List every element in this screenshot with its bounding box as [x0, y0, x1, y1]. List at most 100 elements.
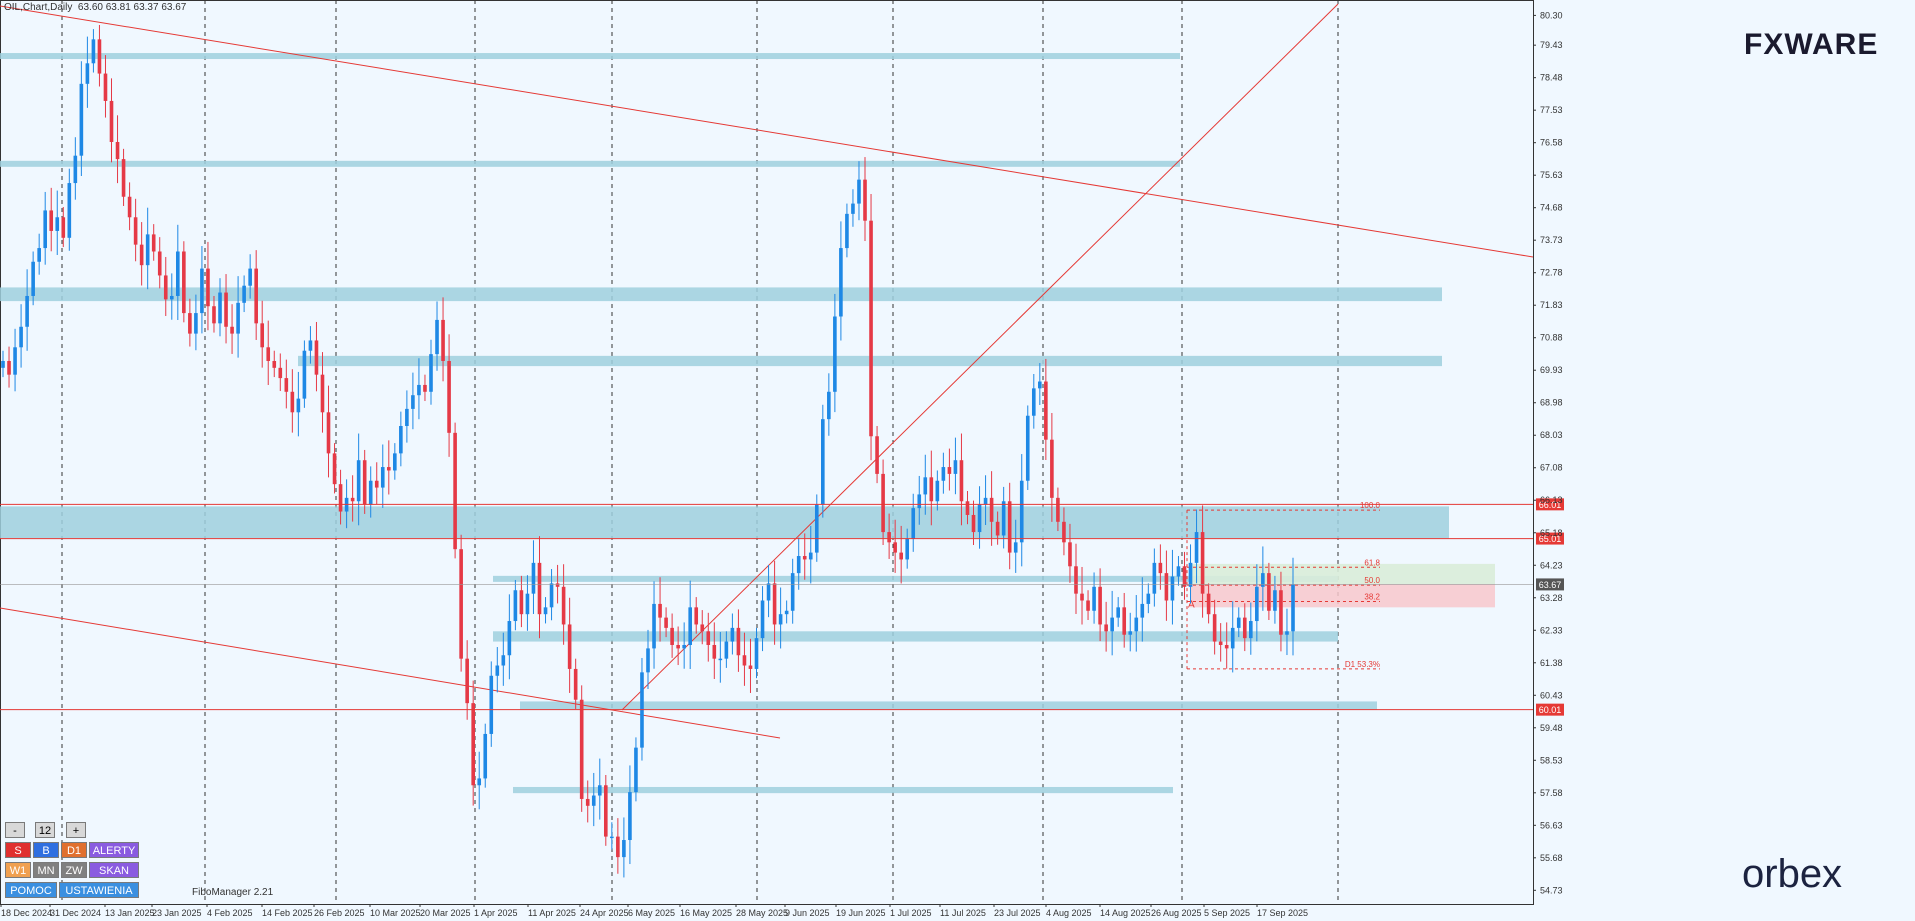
- toolbar-button-ustawienia[interactable]: USTAWIENIA: [59, 882, 139, 898]
- candle-body: [983, 497, 988, 505]
- candle-body: [1134, 617, 1139, 632]
- candle-body: [1206, 593, 1211, 615]
- candle-body: [1188, 562, 1193, 587]
- fib-level-label: 61.8: [1364, 558, 1380, 567]
- toolbar-button-zw[interactable]: ZW: [61, 862, 87, 878]
- zone-band: [513, 786, 1173, 794]
- candle-body: [350, 497, 355, 502]
- x-tick-label: 11 Jul 2025: [940, 908, 986, 918]
- candle-body: [1261, 573, 1265, 587]
- toolbar-button-alerty[interactable]: ALERTY: [89, 842, 139, 858]
- toolbar-button-plus[interactable]: +: [66, 822, 86, 838]
- candle-body: [103, 73, 108, 101]
- candle-body: [218, 292, 222, 324]
- candle-body: [61, 217, 66, 238]
- candle-body: [1242, 617, 1247, 639]
- candle-body: [935, 480, 940, 502]
- candle-body: [947, 467, 952, 474]
- toolbar-button-w1[interactable]: W1: [5, 862, 31, 878]
- candle-body: [1050, 439, 1054, 498]
- y-tick-label: 57.58: [1540, 788, 1563, 798]
- fib-level-label: 38.2: [1364, 593, 1380, 602]
- candle-body: [1056, 497, 1060, 522]
- candle-body: [194, 313, 198, 334]
- candle-body: [1273, 590, 1277, 611]
- candle-body: [778, 614, 783, 625]
- toolbar-button-pomoc[interactable]: POMOC: [5, 882, 57, 898]
- candle-body: [7, 360, 11, 375]
- candle-body: [796, 556, 801, 574]
- candle-body: [79, 83, 84, 156]
- candle-body: [405, 408, 409, 426]
- candle-body: [302, 350, 307, 399]
- candle-body: [1031, 388, 1036, 416]
- candle-body: [97, 39, 102, 74]
- toolbar-button-b[interactable]: B: [33, 842, 59, 858]
- candle-body: [338, 484, 343, 512]
- chart-title: OIL,Chart,Daily 63.60 63.81 63.37 63.67: [4, 2, 186, 13]
- candle-body: [145, 234, 150, 266]
- candle-body: [441, 319, 445, 361]
- candle-body: [459, 549, 463, 659]
- candle-body: [374, 480, 379, 488]
- fib-level-label: 100.0: [1360, 501, 1381, 510]
- candle-body: [435, 319, 439, 355]
- chart-grid: [0, 0, 1534, 905]
- price-level-badge: [1536, 532, 1564, 545]
- candle-body: [959, 460, 964, 502]
- toolbar-button-d1[interactable]: D1: [61, 842, 87, 858]
- candle-body: [73, 155, 78, 184]
- x-tick-label: 20 Mar 2025: [420, 908, 471, 918]
- toolbar-button-mn[interactable]: MN: [33, 862, 59, 878]
- toolbar-button-minus[interactable]: -: [5, 822, 25, 838]
- candle-body: [127, 196, 132, 218]
- x-tick-label: 14 Feb 2025: [262, 908, 313, 918]
- axes: 80.30 79.43 78.48 77.53 76.58 75.63 74.68 73.73…: [0, 10, 1563, 918]
- x-tick-label: 31 Dec 2024: [50, 908, 101, 918]
- y-tick-label: 60.43: [1540, 690, 1563, 700]
- candle-body: [905, 538, 910, 560]
- toolbar-button-s[interactable]: S: [5, 842, 31, 858]
- x-tick-label: 19 Jun 2025: [836, 908, 886, 918]
- toolbar-button-12[interactable]: 12: [35, 822, 55, 838]
- price-level-badge-label: 60.01: [1539, 705, 1562, 715]
- y-tick-label: 74.68: [1540, 203, 1563, 213]
- candle-body: [368, 480, 373, 505]
- candle-body: [989, 497, 994, 522]
- candle-body: [284, 378, 289, 392]
- candle-body: [483, 733, 488, 779]
- candle-body: [724, 641, 729, 659]
- y-tick-label: 72.78: [1540, 268, 1563, 278]
- trendline: [621, 3, 1339, 711]
- candle-body: [863, 179, 867, 221]
- candle-body: [670, 627, 674, 645]
- candle-body: [531, 562, 536, 594]
- toolbar-button-skan[interactable]: SKAN: [89, 862, 139, 878]
- candle-body: [1182, 566, 1187, 587]
- candle-body: [790, 573, 795, 611]
- candle-body: [1007, 501, 1012, 553]
- x-tick-label: 5 Sep 2025: [1204, 908, 1250, 918]
- zone-band: [0, 160, 1180, 167]
- y-tick-label: 79.43: [1540, 40, 1563, 50]
- candle-body: [616, 836, 620, 858]
- orbex-logo: orbex: [1742, 852, 1843, 896]
- y-tick-label: 73.73: [1540, 235, 1563, 245]
- candle-body: [887, 532, 891, 543]
- y-tick-label: 56.63: [1540, 820, 1563, 830]
- candle-body: [549, 583, 554, 608]
- candle-body: [447, 360, 451, 433]
- candle-body: [362, 460, 367, 505]
- candle-body: [664, 617, 668, 628]
- candle-body: [676, 644, 680, 649]
- y-tick-label: 65.18: [1540, 528, 1563, 538]
- candle-body: [1194, 532, 1199, 563]
- current-price-badge: [1536, 578, 1564, 591]
- y-tick-label: 71.83: [1540, 300, 1563, 310]
- fib-level-label: D1 53.3%: [1345, 660, 1380, 669]
- candle-body: [881, 473, 885, 533]
- candle-body: [917, 494, 922, 509]
- candle-body: [845, 213, 849, 249]
- candle-body: [760, 600, 765, 639]
